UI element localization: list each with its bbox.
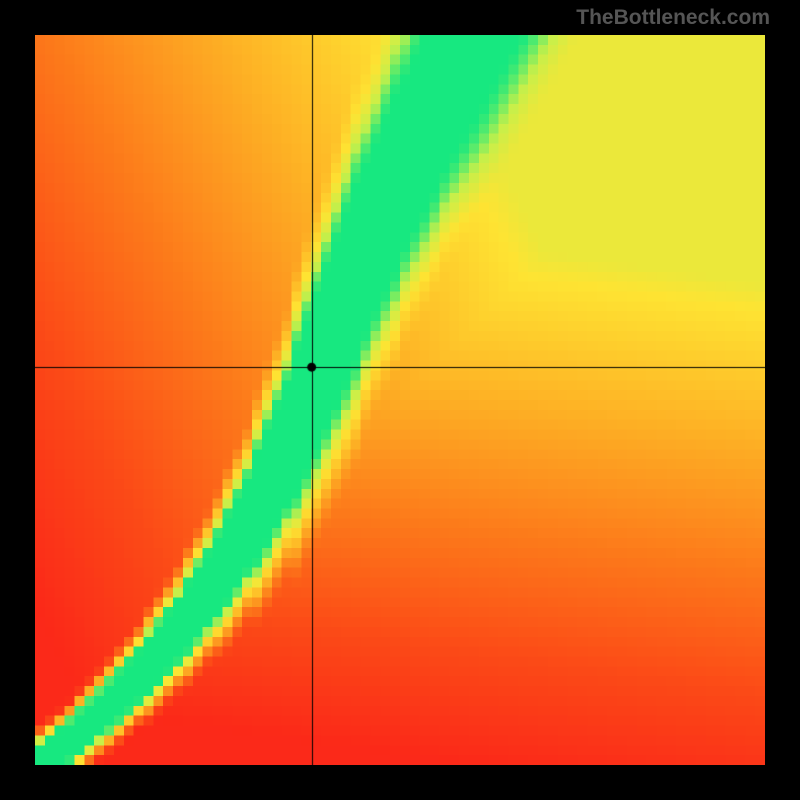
watermark-text: TheBottleneck.com (576, 6, 770, 30)
axes-overlay (35, 35, 765, 765)
chart-container: TheBottleneck.com (0, 0, 800, 800)
